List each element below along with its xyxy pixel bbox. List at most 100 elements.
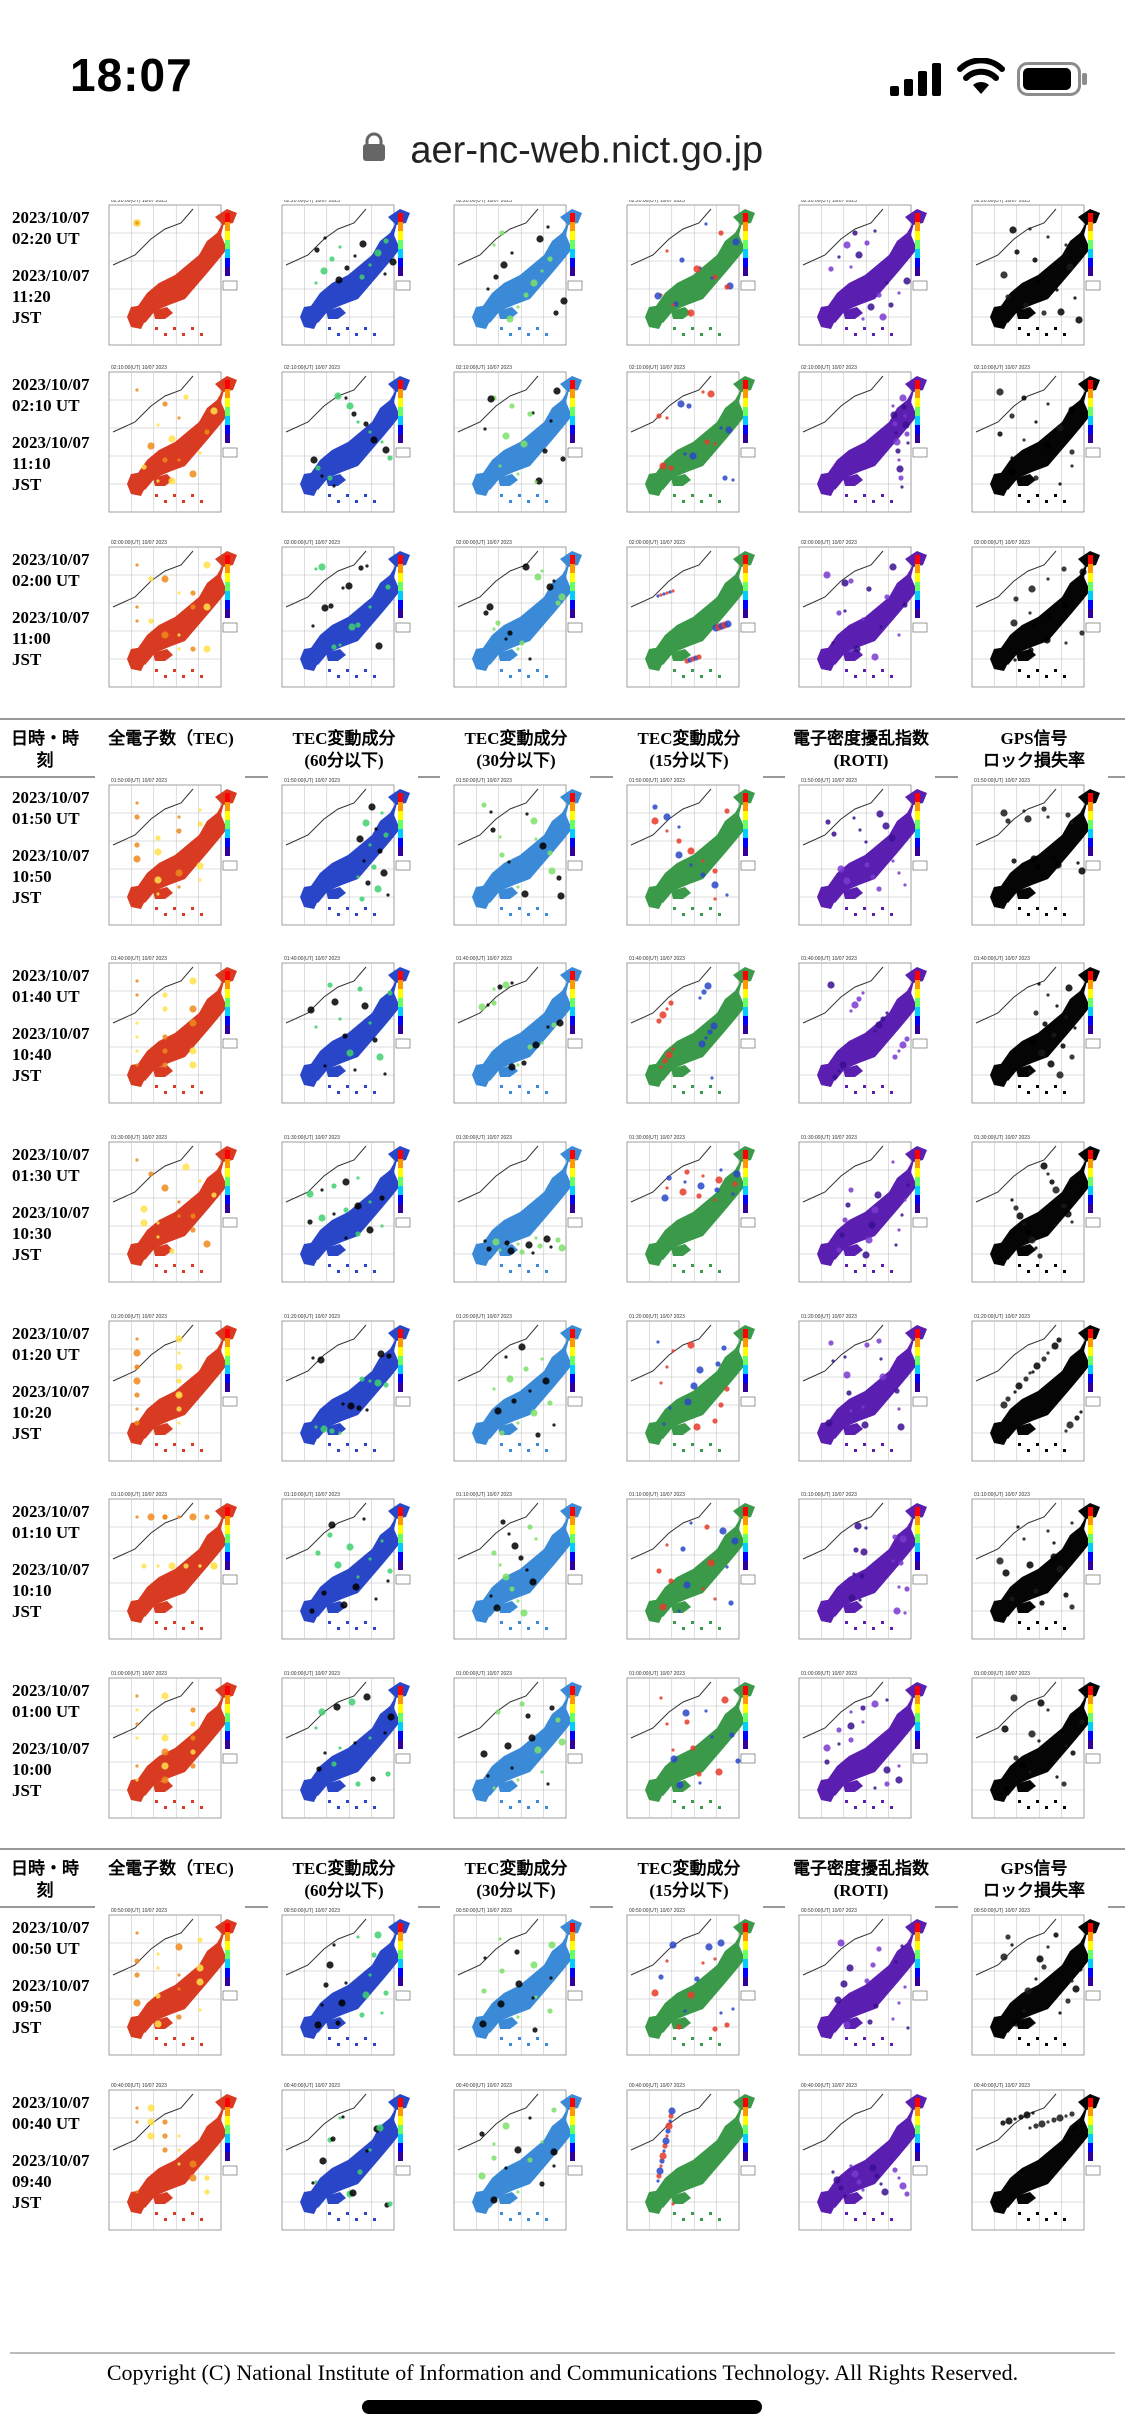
map-tec30[interactable]: 00:40:00(UT) 10/07 2023 xyxy=(440,2080,590,2242)
map-tec30[interactable]: 02:10:00(UT) 10/07 2023 xyxy=(440,362,590,524)
map-roti[interactable]: 01:40:00(UT) 10/07 2023 xyxy=(785,953,935,1115)
map-lock[interactable]: 02:20:00(UT) 10/07 2023 xyxy=(958,200,1108,357)
map-legend-box xyxy=(395,1574,411,1585)
map-roti[interactable]: 01:10:00(UT) 10/07 2023 xyxy=(785,1489,935,1651)
map-lock[interactable]: 02:00:00(UT) 10/07 2023 xyxy=(958,537,1108,699)
map-tec[interactable]: 01:50:00(UT) 10/07 2023 xyxy=(95,775,245,937)
map-tec[interactable]: 02:10:00(UT) 10/07 2023 xyxy=(95,362,245,524)
map-tec15[interactable]: 01:30:00(UT) 10/07 2023 xyxy=(613,1132,763,1294)
map-island xyxy=(691,2037,694,2040)
map-island xyxy=(718,2043,721,2046)
map-lock[interactable]: 01:20:00(UT) 10/07 2023 xyxy=(958,1311,1108,1473)
map-roti[interactable]: 01:30:00(UT) 10/07 2023 xyxy=(785,1132,935,1294)
map-data-point xyxy=(1076,861,1080,865)
map-tec60[interactable]: 01:30:00(UT) 10/07 2023 xyxy=(268,1132,418,1294)
address-bar[interactable]: aer-nc-web.nict.go.jp xyxy=(0,128,1125,184)
colorbar-segment xyxy=(570,1007,575,1016)
map-tec[interactable]: 02:00:00(UT) 10/07 2023 xyxy=(95,537,245,699)
map-tec60[interactable]: 01:00:00(UT) 10/07 2023 xyxy=(268,1668,418,1830)
map-lock[interactable]: 01:30:00(UT) 10/07 2023 xyxy=(958,1132,1108,1294)
map-tec[interactable]: 01:40:00(UT) 10/07 2023 xyxy=(95,953,245,1115)
map-tec15[interactable]: 02:10:00(UT) 10/07 2023 xyxy=(613,362,763,524)
map-roti[interactable]: 02:00:00(UT) 10/07 2023 xyxy=(785,537,935,699)
map-tec60[interactable]: 02:00:00(UT) 10/07 2023 xyxy=(268,537,418,699)
map-tec30[interactable]: 00:50:00(UT) 10/07 2023 xyxy=(440,1905,590,2067)
map-title: 02:10:00(UT) 10/07 2023 xyxy=(456,365,512,371)
map-colorbar xyxy=(1088,213,1093,276)
map-tec[interactable]: 02:20:00(UT) 10/07 2023 xyxy=(95,200,245,357)
header-column-0: 全電子数（TEC) xyxy=(85,728,257,750)
map-title: 01:00:00(UT) 10/07 2023 xyxy=(456,1671,512,1677)
map-title: 01:10:00(UT) 10/07 2023 xyxy=(801,1492,857,1498)
map-tec60[interactable]: 01:20:00(UT) 10/07 2023 xyxy=(268,1311,418,1473)
map-lock[interactable]: 00:40:00(UT) 10/07 2023 xyxy=(958,2080,1108,2242)
map-tec15[interactable]: 00:50:00(UT) 10/07 2023 xyxy=(613,1905,763,2067)
map-tec[interactable]: 00:40:00(UT) 10/07 2023 xyxy=(95,2080,245,2242)
colorbar-segment xyxy=(915,838,920,847)
map-island xyxy=(1027,1449,1030,1452)
map-data-point xyxy=(486,603,494,611)
map-data-point xyxy=(700,872,706,878)
map-lock[interactable]: 01:10:00(UT) 10/07 2023 xyxy=(958,1489,1108,1651)
map-tec15[interactable]: 01:20:00(UT) 10/07 2023 xyxy=(613,1311,763,1473)
map-data-point xyxy=(843,1371,851,1379)
map-data-point xyxy=(1070,1750,1076,1756)
map-roti[interactable]: 00:50:00(UT) 10/07 2023 xyxy=(785,1905,935,2067)
map-tec60[interactable]: 01:50:00(UT) 10/07 2023 xyxy=(268,775,418,937)
map-island xyxy=(1027,1270,1030,1273)
map-tec60[interactable]: 00:40:00(UT) 10/07 2023 xyxy=(268,2080,418,2242)
colorbar-segment xyxy=(915,555,920,564)
map-tec[interactable]: 01:10:00(UT) 10/07 2023 xyxy=(95,1489,245,1651)
map-tec60[interactable]: 01:10:00(UT) 10/07 2023 xyxy=(268,1489,418,1651)
map-roti[interactable]: 01:20:00(UT) 10/07 2023 xyxy=(785,1311,935,1473)
map-tec60[interactable]: 00:50:00(UT) 10/07 2023 xyxy=(268,1905,418,2067)
map-tec60[interactable]: 02:20:00(UT) 10/07 2023 xyxy=(268,200,418,357)
map-tec30[interactable]: 01:20:00(UT) 10/07 2023 xyxy=(440,1311,590,1473)
map-tec60[interactable]: 02:10:00(UT) 10/07 2023 xyxy=(268,362,418,524)
colorbar-segment xyxy=(398,1338,403,1347)
map-tec15[interactable]: 00:40:00(UT) 10/07 2023 xyxy=(613,2080,763,2242)
map-tec30[interactable]: 01:30:00(UT) 10/07 2023 xyxy=(440,1132,590,1294)
map-tec[interactable]: 01:30:00(UT) 10/07 2023 xyxy=(95,1132,245,1294)
map-lock[interactable]: 01:50:00(UT) 10/07 2023 xyxy=(958,775,1108,937)
map-tec30[interactable]: 02:20:00(UT) 10/07 2023 xyxy=(440,200,590,357)
map-tec30[interactable]: 01:40:00(UT) 10/07 2023 xyxy=(440,953,590,1115)
map-lock[interactable]: 01:00:00(UT) 10/07 2023 xyxy=(958,1668,1108,1830)
map-tec15[interactable]: 01:10:00(UT) 10/07 2023 xyxy=(613,1489,763,1651)
map-coastline xyxy=(457,1324,539,1382)
map-data-point xyxy=(906,441,910,445)
map-data-point xyxy=(1049,1179,1055,1185)
colorbar-segment xyxy=(743,434,748,443)
colorbar-segment xyxy=(1088,564,1093,573)
map-data-point xyxy=(1000,1401,1008,1409)
header-column-line2: (30分以下) xyxy=(476,1881,556,1900)
map-tec60[interactable]: 01:40:00(UT) 10/07 2023 xyxy=(268,953,418,1115)
map-tec15[interactable]: 01:00:00(UT) 10/07 2023 xyxy=(613,1668,763,1830)
map-tec[interactable]: 01:20:00(UT) 10/07 2023 xyxy=(95,1311,245,1473)
map-data-point xyxy=(323,1064,327,1068)
home-indicator[interactable] xyxy=(362,2400,762,2414)
map-tec30[interactable]: 02:00:00(UT) 10/07 2023 xyxy=(440,537,590,699)
map-roti[interactable]: 02:10:00(UT) 10/07 2023 xyxy=(785,362,935,524)
map-tec30[interactable]: 01:00:00(UT) 10/07 2023 xyxy=(440,1668,590,1830)
map-data-point xyxy=(666,1175,672,1181)
map-tec15[interactable]: 01:40:00(UT) 10/07 2023 xyxy=(613,953,763,1115)
map-tec30[interactable]: 01:10:00(UT) 10/07 2023 xyxy=(440,1489,590,1651)
map-lock[interactable]: 01:40:00(UT) 10/07 2023 xyxy=(958,953,1108,1115)
map-lock[interactable]: 00:50:00(UT) 10/07 2023 xyxy=(958,1905,1108,2067)
map-lock[interactable]: 02:10:00(UT) 10/07 2023 xyxy=(958,362,1108,524)
map-roti[interactable]: 01:50:00(UT) 10/07 2023 xyxy=(785,775,935,937)
map-roti[interactable]: 01:00:00(UT) 10/07 2023 xyxy=(785,1668,935,1830)
map-tec[interactable]: 01:00:00(UT) 10/07 2023 xyxy=(95,1668,245,1830)
map-roti[interactable]: 00:40:00(UT) 10/07 2023 xyxy=(785,2080,935,2242)
map-data-point xyxy=(1005,818,1011,824)
map-tec15[interactable]: 01:50:00(UT) 10/07 2023 xyxy=(613,775,763,937)
map-tec15[interactable]: 02:00:00(UT) 10/07 2023 xyxy=(613,537,763,699)
map-tec15[interactable]: 02:20:00(UT) 10/07 2023 xyxy=(613,200,763,357)
map-tec30[interactable]: 01:50:00(UT) 10/07 2023 xyxy=(440,775,590,937)
map-data-point xyxy=(553,387,561,395)
colorbar-segment xyxy=(743,564,748,573)
map-tec[interactable]: 00:50:00(UT) 10/07 2023 xyxy=(95,1905,245,2067)
map-roti[interactable]: 02:20:00(UT) 10/07 2023 xyxy=(785,200,935,357)
map-title: 01:40:00(UT) 10/07 2023 xyxy=(974,956,1030,962)
